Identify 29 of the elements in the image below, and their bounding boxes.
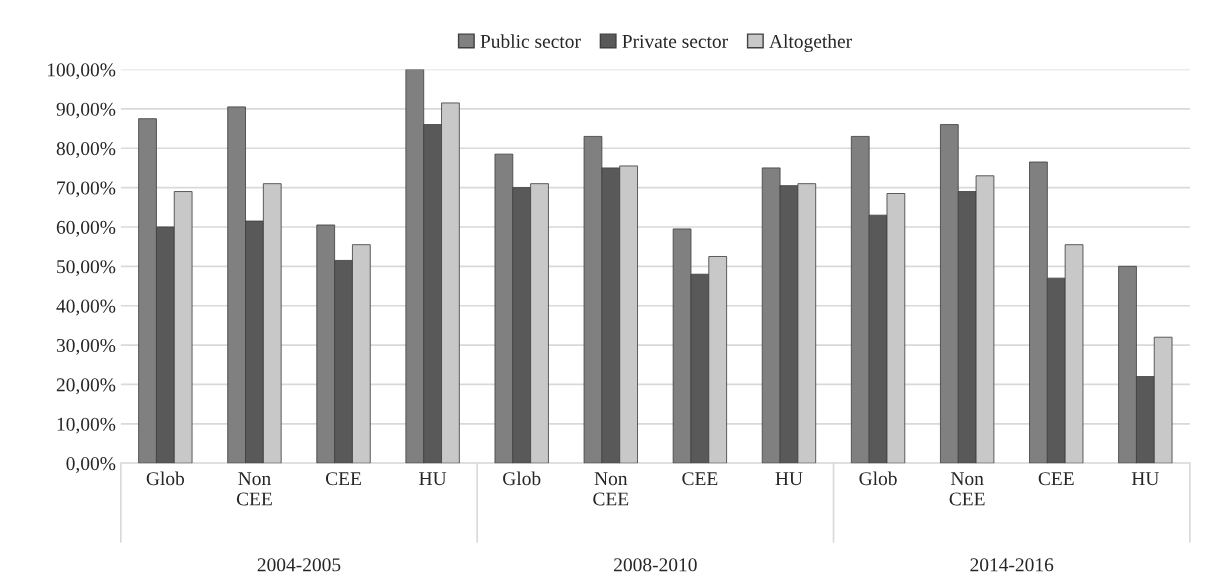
- y-tick-label: 70,00%: [57, 181, 116, 198]
- text: 2014-2016: [970, 558, 1054, 572]
- y-tick-label: 10,00%: [57, 417, 116, 434]
- x-tick-label: Glob: [859, 471, 897, 486]
- y-tick-label: 0,00%: [66, 457, 116, 473]
- y-tick-label: 50,00%: [57, 260, 116, 277]
- y-tick-label: 20,00%: [56, 378, 116, 395]
- text: 2008-2010: [614, 558, 697, 572]
- y-tick-label: 30,00%: [56, 338, 116, 355]
- x-tick-label: Non CEE: [949, 472, 985, 506]
- legend-label: Altogether: [769, 34, 852, 52]
- x-tick-label: Non CEE: [593, 472, 629, 506]
- y-tick-label: 60,00%: [56, 220, 116, 237]
- y-tick-label: 90,00%: [56, 102, 116, 119]
- legend-label: Public sector: [480, 34, 581, 48]
- y-tick-label: 80,00%: [56, 142, 116, 158]
- x-tick-label: HU: [419, 472, 447, 486]
- x-tick-label: Glob: [503, 471, 541, 486]
- text: 2004-2005: [257, 558, 341, 572]
- x-tick-label: Glob: [146, 471, 185, 486]
- y-tick-label: 40,00%: [56, 299, 116, 316]
- x-tick-label: CEE: [325, 472, 361, 486]
- y-tick-label: 100,00%: [47, 63, 116, 80]
- x-tick-label: HU: [775, 472, 803, 486]
- x-tick-label: HU: [1131, 472, 1159, 486]
- x-tick-label: Non CEE: [236, 472, 272, 506]
- legend-label: Private sector: [622, 34, 728, 48]
- x-tick-label: CEE: [1038, 472, 1074, 486]
- x-tick-label: CEE: [682, 472, 718, 486]
